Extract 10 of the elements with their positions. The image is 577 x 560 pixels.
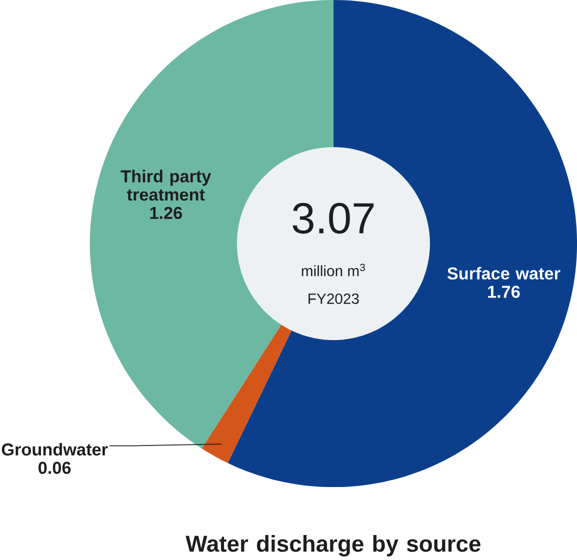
data-label: 1.26 [150,206,182,219]
slice-label: Groundwater [2,442,108,456]
text: Water discharge by source [186,534,480,556]
text: FY2023 [308,293,359,304]
slice-label: Third party treatment [120,170,212,201]
data-label: 1.76 [488,286,520,298]
slice-label: Surface water [447,266,560,280]
text: 3.07 [292,202,374,234]
data-label: 0.06 [38,462,71,474]
text: million m$^{3}$ [302,264,365,276]
